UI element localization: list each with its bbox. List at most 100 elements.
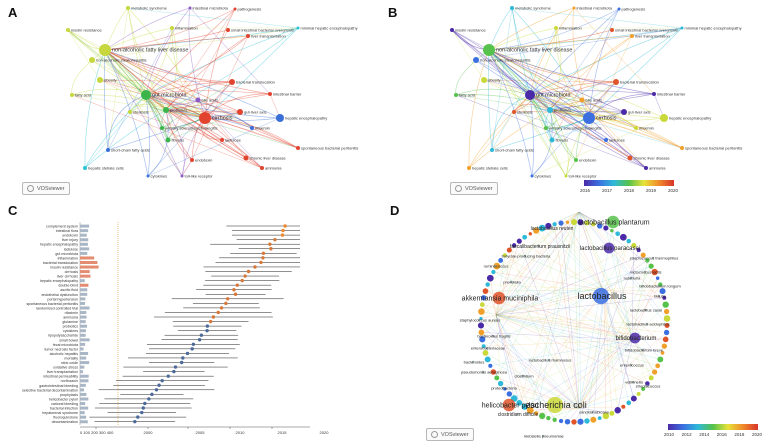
x-tick-label: 2020 <box>320 430 330 435</box>
burst-point <box>205 324 210 328</box>
species-hub-node <box>523 254 527 258</box>
species-edge <box>493 271 605 291</box>
network-b-node <box>610 28 614 32</box>
burst-term-label: cytokines <box>63 329 78 333</box>
species-edge <box>578 332 667 409</box>
burst-term-label: liver injury <box>62 238 78 242</box>
network-a-node-label: gut microbiota <box>152 93 187 99</box>
network-edge <box>104 49 299 149</box>
burst-point <box>185 351 190 356</box>
species-node <box>614 407 621 414</box>
network-edge <box>575 35 633 161</box>
burst-term-label: hepatic encephalopathy <box>40 243 78 247</box>
network-edge <box>145 94 253 129</box>
network-edge <box>529 7 575 96</box>
network-b-node-label: chronic liver disease <box>634 156 671 161</box>
colorbar-ticks-d: 2010 2012 2014 2016 2018 2020 <box>664 432 762 437</box>
network-a-node-label: metabolic syndrome <box>131 6 168 11</box>
network-edge <box>127 7 167 111</box>
vosviewer-badge-b: VOSviewer <box>450 182 498 195</box>
burst-bar <box>80 306 90 310</box>
network-edge <box>107 7 129 151</box>
species-edge <box>560 222 605 291</box>
network-edge <box>145 94 263 169</box>
burst-point <box>205 328 209 333</box>
species-hub-node <box>515 412 519 416</box>
network-b-node <box>473 57 479 63</box>
network-edge <box>167 111 241 141</box>
network-edge <box>71 94 206 119</box>
species-node <box>659 288 666 295</box>
network-b-node-label: fibrosis <box>556 138 569 143</box>
species-hub-node <box>629 363 633 367</box>
species-node <box>590 416 597 423</box>
species-node <box>662 301 669 308</box>
burst-term-label: liver transplantation <box>47 370 78 374</box>
species-edge <box>495 254 644 316</box>
burst-term-label: lipopolysaccharide <box>48 334 78 338</box>
network-edge <box>475 59 590 119</box>
species-edge <box>519 240 605 291</box>
network-a-node <box>296 146 300 150</box>
network-edge <box>451 29 590 119</box>
burst-point <box>261 256 265 260</box>
species-edge <box>578 211 668 319</box>
species-hub-node <box>485 346 489 350</box>
species-edge <box>519 211 580 403</box>
species-edge <box>509 339 633 395</box>
species-node <box>478 329 485 336</box>
network-edge <box>483 79 590 119</box>
panel-letter-c: C <box>8 203 18 218</box>
network-edge <box>488 49 567 177</box>
network-edge <box>488 49 655 95</box>
burst-bar <box>80 392 87 396</box>
network-b-node <box>483 44 495 56</box>
network-a-node-label: hepatic encephalopathy <box>285 116 327 121</box>
network-a-node <box>170 26 174 30</box>
burst-bar <box>80 406 89 410</box>
burst-bar <box>80 224 90 228</box>
network-edge <box>475 27 683 61</box>
network-edge <box>67 29 253 129</box>
species-edge <box>481 311 633 341</box>
species-node <box>648 375 654 381</box>
network-a-node <box>226 28 230 32</box>
burst-point <box>197 338 202 342</box>
burst-term-label: nitric oxide <box>61 361 78 365</box>
burst-point <box>172 369 176 374</box>
network-edge <box>104 49 206 119</box>
network-edge <box>99 79 241 113</box>
network-a-node <box>190 158 194 162</box>
x-tick-label: 2000 <box>144 430 154 435</box>
burst-bar <box>80 315 87 319</box>
species-edge <box>495 314 555 420</box>
burst-bar <box>80 247 90 251</box>
vosviewer-logo-icon <box>431 431 438 438</box>
network-b-node-label: gut-liver axis <box>628 110 650 115</box>
network-edge <box>483 79 617 83</box>
network-edge <box>165 109 299 149</box>
species-edge <box>603 289 655 373</box>
network-edge <box>549 109 625 113</box>
network-edge <box>161 81 233 129</box>
species-node <box>480 295 487 301</box>
species-node <box>584 418 590 424</box>
species-edge <box>487 359 580 409</box>
network-b-node <box>454 93 458 97</box>
species-edge <box>495 255 506 316</box>
species-node <box>577 418 584 425</box>
species-node <box>485 282 490 287</box>
network-a-node <box>106 148 110 152</box>
species-edge <box>530 211 580 411</box>
network-edge <box>104 27 173 51</box>
network-a-node <box>260 166 264 170</box>
burst-term-label: alcoholic hepatitis <box>50 352 79 356</box>
burst-point <box>181 356 185 360</box>
species-label: lactobacillus acidophilus <box>627 321 670 326</box>
species-edge <box>482 211 580 340</box>
network-a-node <box>233 7 237 11</box>
vosviewer-label: VOSviewer <box>465 185 493 192</box>
network-b-node-label: steatosis <box>517 110 533 115</box>
network-b-node-label: small intestinal bacterial overgrowth <box>615 28 678 33</box>
network-a-node <box>180 174 184 178</box>
